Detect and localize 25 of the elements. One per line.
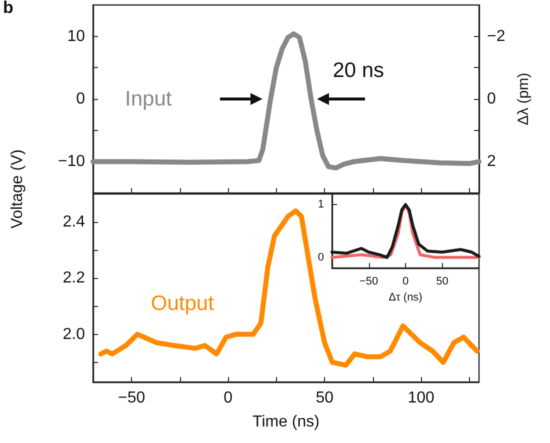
- y-tick-label: 1: [318, 198, 324, 211]
- y-tick-label: 0: [76, 90, 86, 108]
- x-tick-label: 50: [436, 276, 448, 288]
- x-tick-label: −50: [359, 276, 378, 288]
- y-tick-label: 2.2: [62, 270, 86, 287]
- y2-tick-label: −2: [487, 28, 506, 45]
- y-tick-label: 10: [67, 28, 86, 45]
- x-tick-label: 0: [224, 390, 233, 406]
- y2-tick-label: 2: [487, 153, 496, 170]
- x-tick-label: 0: [402, 276, 409, 288]
- text: b: [3, 0, 14, 18]
- series-label: Output: [150, 292, 214, 315]
- y2-axis-title: Δλ (pm): [515, 72, 532, 126]
- y-tick-label: 2.0: [62, 326, 86, 343]
- x-tick-label: 50: [316, 390, 334, 406]
- y-axis-title: Voltage (V): [9, 148, 27, 231]
- annotation: 20 ns: [332, 59, 384, 83]
- text: Input: [125, 88, 172, 110]
- y-tick-label: 2.4: [62, 214, 86, 231]
- x-tick-label: 100: [408, 390, 435, 406]
- x-axis-title: Time (ns): [252, 414, 320, 430]
- y2-tick-label: 0: [487, 90, 496, 108]
- x-tick-label: −50: [118, 390, 146, 406]
- y-tick-label: −10: [58, 153, 86, 170]
- x-axis-title: Δτ (ns): [388, 291, 422, 304]
